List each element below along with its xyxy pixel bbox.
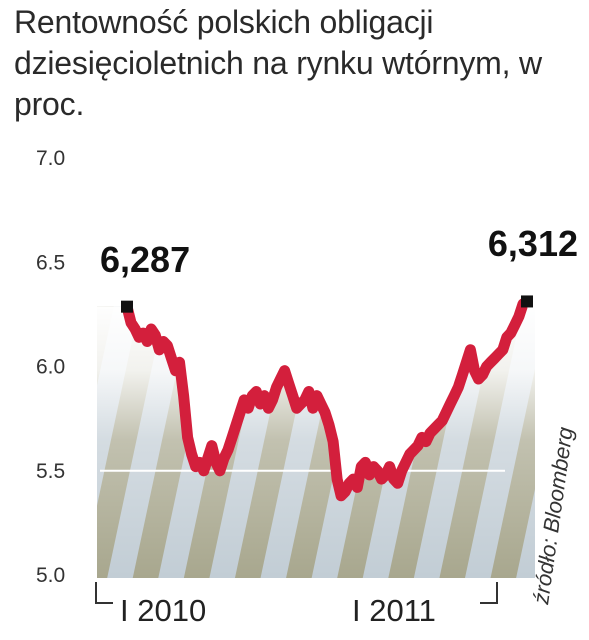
end-marker (521, 295, 533, 308)
y-tick-label: 5.5 (36, 460, 65, 483)
y-tick-label: 7.0 (36, 147, 65, 170)
area-fade (97, 301, 535, 578)
series-line (121, 295, 533, 502)
chart-title: Rentowność polskich obligacji dziesięcio… (14, 4, 542, 122)
start-marker (121, 300, 133, 313)
start-value-label: 6,287 (100, 239, 190, 280)
source-label: źródło: Bloomberg (528, 425, 578, 607)
end-value-label: 6,312 (488, 223, 578, 264)
x-label-2011: I 2011 (352, 593, 436, 628)
x-axis-bracket (95, 582, 498, 604)
y-tick-label: 6.0 (36, 356, 65, 379)
y-tick-label: 6.5 (36, 251, 65, 274)
y-tick-label: 5.0 (36, 564, 65, 587)
x-label-2010: I 2010 (120, 593, 206, 628)
